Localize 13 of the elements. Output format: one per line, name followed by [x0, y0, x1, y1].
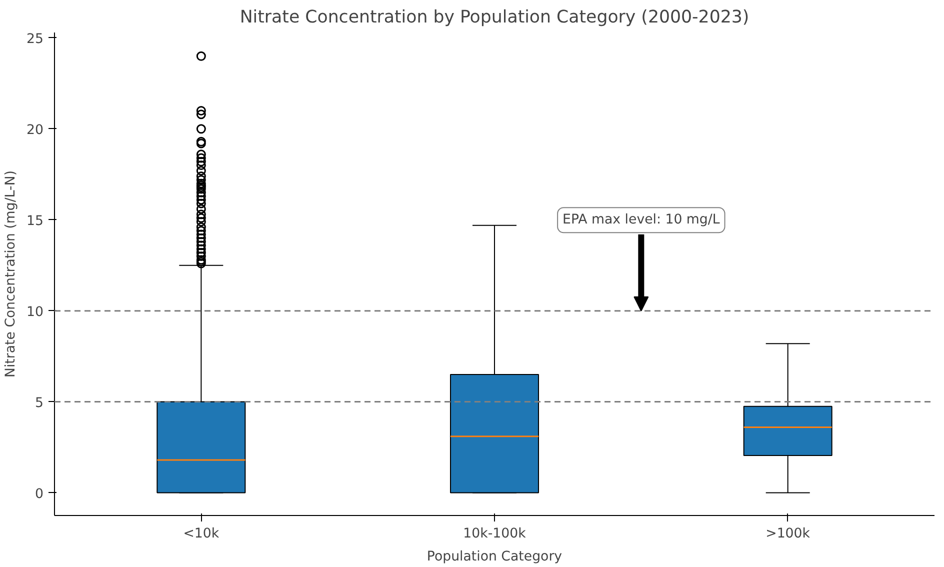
- annotation: EPA max level: 10 mg/L: [562, 212, 720, 228]
- x-tick-label: <10k: [183, 526, 220, 542]
- y-tick-label: 10: [26, 304, 44, 320]
- y-axis-title: Nitrate Concentration (mg/L-N): [4, 170, 19, 378]
- x-tick-label: 10k-100k: [463, 526, 526, 542]
- x-tick-label: >100k: [766, 526, 810, 542]
- y-tick-label: 15: [26, 214, 44, 229]
- x-axis-title: Population Category: [426, 550, 562, 564]
- chart-title: Nitrate Concentration by Population Category (2000-2023): [240, 8, 750, 28]
- y-tick-label: 20: [26, 122, 44, 138]
- y-tick-label: 5: [35, 396, 44, 411]
- y-tick-label: 25: [26, 32, 44, 47]
- y-tick-label: 0: [35, 486, 44, 502]
